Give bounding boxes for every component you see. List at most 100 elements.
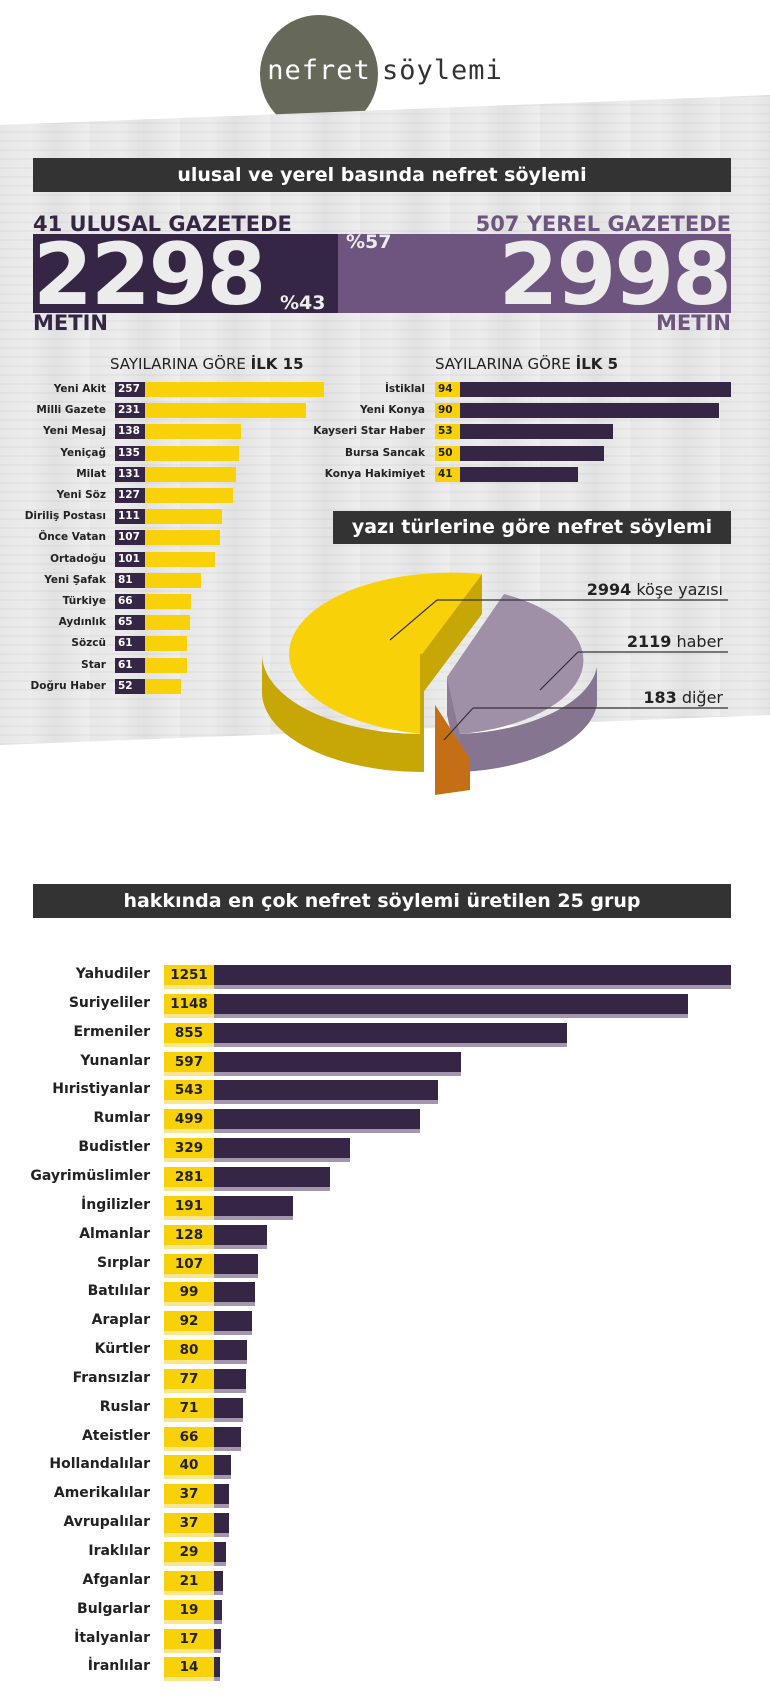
pie-label-kose-yazisi-value: 2994 [586, 580, 632, 599]
group-bar-shadow-amerikalilar [214, 1504, 230, 1509]
group-bar-shadow-italyanlar [214, 1648, 222, 1653]
group-bar-bulgarlar [214, 1599, 222, 1620]
group-bar-shadow-hollandalilar [214, 1475, 231, 1480]
group-bar-shadow-ingilizler [214, 1215, 293, 1220]
group-label-ruslar: Ruslar [99, 1398, 150, 1415]
top5-value-istiklal: 94 [435, 382, 460, 397]
top15-value-turkiye: 66 [115, 594, 145, 609]
genre-pie-chart [262, 572, 728, 795]
group-value-fransizlar: 77 [164, 1368, 214, 1389]
top15-value-once-vatan: 107 [115, 530, 145, 546]
pie-slice-haber [447, 594, 584, 734]
group-bar-batililar [214, 1282, 255, 1303]
group-value-ruslar: 71 [164, 1397, 214, 1418]
group-value-gayrimuslimler: 281 [164, 1166, 214, 1187]
group-label-suriyeliler: Suriyeliler [68, 994, 150, 1011]
group-value-shadow-araplar [164, 1331, 214, 1336]
group-value-shadow-bulgarlar [164, 1619, 214, 1624]
top15-label-yeni-soz: Yeni Söz [56, 489, 106, 501]
top15-label-dogru-haber: Doğru Haber [30, 679, 106, 692]
local-heading: 507 YEREL GAZETEDE [475, 212, 731, 236]
top15-bar-yeni-akit [145, 382, 324, 397]
group-value-italyanlar: 17 [164, 1628, 214, 1649]
top15-title-prefix: SAYILARINA GÖRE [110, 355, 251, 373]
national-total-block [33, 234, 338, 313]
pie-slice-kose-yazisi-side [262, 654, 422, 772]
top5-bar-istiklal [460, 382, 731, 397]
group-bar-kurtler [214, 1340, 248, 1361]
group-value-afganlar: 21 [164, 1570, 214, 1591]
group-label-kurtler: Kürtler [94, 1341, 150, 1358]
top15-title-bold: İLK 15 [250, 355, 304, 373]
pie-label-kose-yazisi: 2994 köşe yazısı [587, 580, 723, 599]
national-total-number: 2298 [33, 225, 266, 325]
top15-value-yeni-akit: 257 [115, 382, 145, 397]
group-bar-sirplar [214, 1253, 259, 1274]
group-value-shadow-gayrimuslimler [164, 1186, 214, 1191]
top5-bar-yeni-konya [460, 403, 720, 419]
top15-bar-turkiye [145, 594, 191, 609]
group-bar-ingilizler [214, 1195, 293, 1216]
pie-label-haber: 2119 haber [627, 632, 723, 651]
group-bar-ruslar [214, 1397, 244, 1418]
pie-slice-kose-yazisi [289, 572, 482, 734]
group-bar-shadow-ateistler [214, 1446, 242, 1451]
top15-label-milli-gazete: Milli Gazete [36, 404, 106, 417]
logo-word-nefret: nefret [267, 55, 371, 86]
local-unit: METİN [656, 311, 731, 335]
group-bar-shadow-araplar [214, 1331, 253, 1336]
group-bar-iraklilar [214, 1542, 226, 1562]
group-label-budistler: Budistler [78, 1139, 150, 1156]
section-title-groups: hakkında en çok nefret söylemi üretilen … [33, 884, 731, 918]
group-bar-shadow-batililar [214, 1302, 255, 1307]
top15-bar-yeni-mesaj [145, 424, 242, 440]
group-bar-hiristiyanlar [214, 1080, 439, 1101]
group-bar-italyanlar [214, 1628, 222, 1649]
leader-line-haber [539, 651, 579, 691]
group-bar-shadow-almanlar [214, 1244, 267, 1249]
group-value-shadow-iraklilar [164, 1562, 214, 1566]
national-unit: METİN [33, 311, 108, 335]
group-value-hiristiyanlar: 543 [164, 1080, 214, 1101]
group-label-rumlar: Rumlar [93, 1110, 151, 1127]
leader-line-diger [443, 707, 474, 741]
group-bar-shadow-ermeniler [214, 1042, 568, 1047]
group-value-shadow-ermeniler [164, 1042, 214, 1047]
group-bar-yunanlar [214, 1051, 461, 1072]
group-value-shadow-avrupalilar [164, 1533, 214, 1538]
group-bar-shadow-kurtler [214, 1360, 248, 1365]
leader-line-kose-yazisi [389, 599, 438, 641]
group-bar-shadow-iranlilar [214, 1677, 220, 1682]
top15-label-dirilis-postasi: Diriliş Postası [24, 510, 106, 523]
section-title-pie: yazı türlerine göre nefret söylemi [333, 511, 731, 544]
group-value-shadow-ruslar [164, 1417, 214, 1422]
group-bar-suriyeliler [214, 993, 689, 1014]
top15-value-yeni-safak: 81 [115, 572, 145, 588]
group-value-shadow-budistler [164, 1158, 214, 1163]
top15-label-ortadogu: Ortadoğu [50, 552, 106, 565]
pie-slice-kose-yazisi-edge [422, 574, 482, 694]
group-value-yunanlar: 597 [164, 1051, 214, 1072]
group-value-rumlar: 499 [164, 1109, 214, 1130]
local-total-number: 2998 [498, 225, 732, 325]
group-bar-shadow-suriyeliler [214, 1013, 689, 1018]
group-bar-almanlar [214, 1224, 267, 1245]
top5-value-bursa-sancak: 50 [435, 445, 460, 461]
group-bar-shadow-sirplar [214, 1273, 259, 1278]
group-bar-ateistler [214, 1426, 242, 1447]
group-value-shadow-italyanlar [164, 1648, 214, 1653]
group-bar-shadow-yunanlar [214, 1071, 461, 1076]
group-label-afganlar: Afganlar [82, 1571, 150, 1588]
pie-slice-haber-side [460, 667, 597, 772]
top15-label-yeni-safak: Yeni Şafak [44, 573, 106, 586]
group-label-ingilizler: İngilizler [81, 1196, 150, 1213]
group-bar-shadow-avrupalilar [214, 1533, 230, 1538]
top15-value-dirilis-postasi: 111 [115, 509, 145, 525]
group-bar-shadow-gayrimuslimler [214, 1186, 331, 1191]
top15-bar-ortadogu [145, 551, 216, 567]
group-bar-budistler [214, 1138, 350, 1159]
group-value-shadow-rumlar [164, 1129, 214, 1134]
group-label-sirplar: Sırplar [97, 1254, 150, 1271]
group-value-shadow-amerikalilar [164, 1504, 214, 1509]
section-title-press: ulusal ve yerel basında nefret söylemi [33, 158, 731, 192]
